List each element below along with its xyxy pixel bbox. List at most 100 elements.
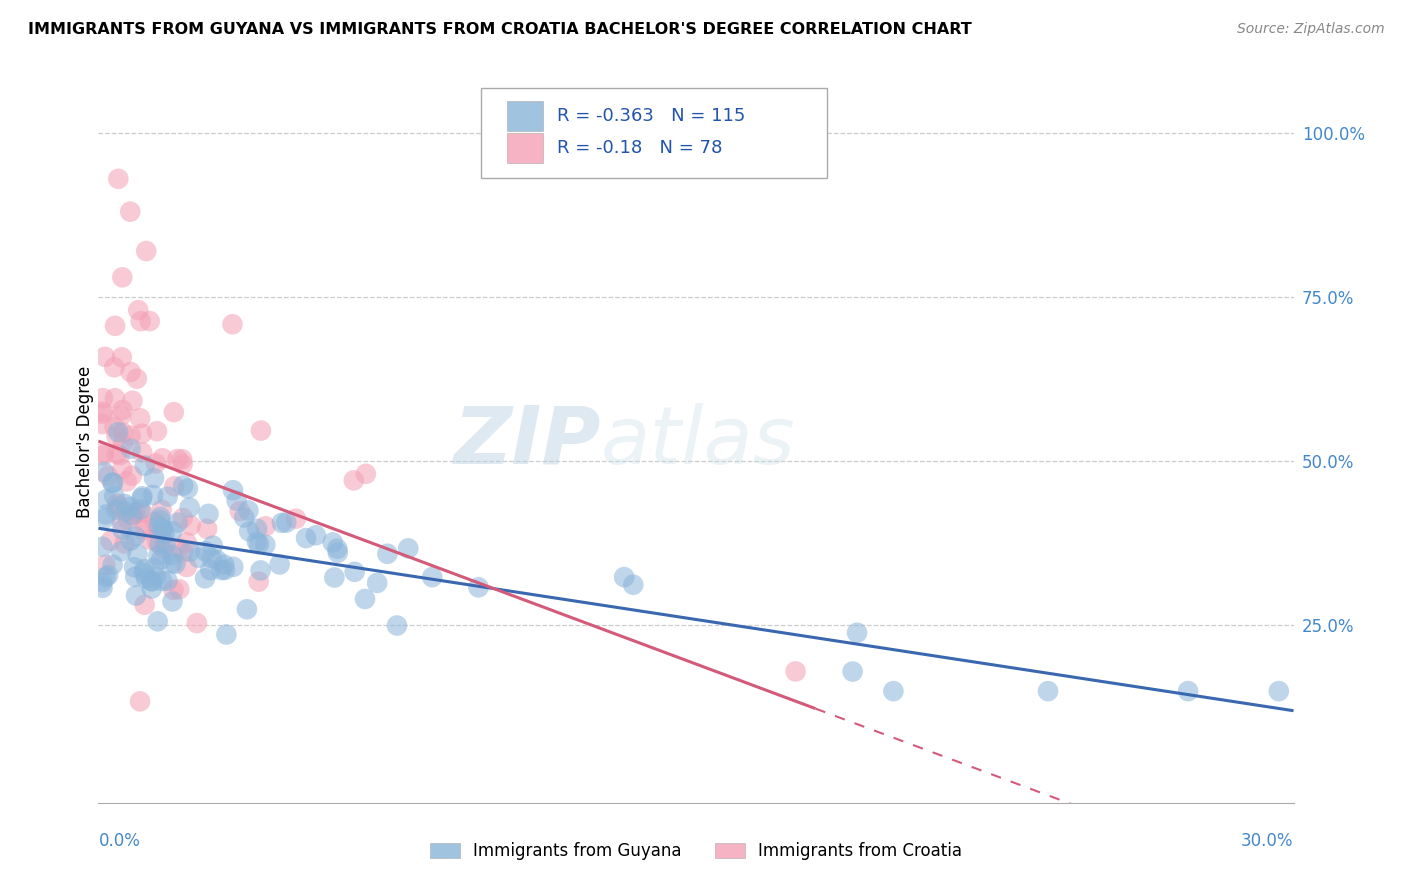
Point xyxy=(129,314,152,328)
Point xyxy=(155,537,177,551)
Point xyxy=(377,547,399,561)
Point xyxy=(150,552,173,566)
Point xyxy=(91,404,114,418)
Point xyxy=(114,504,136,518)
Point xyxy=(882,684,904,698)
Point xyxy=(366,576,388,591)
FancyBboxPatch shape xyxy=(508,133,543,163)
Point xyxy=(112,435,135,450)
Point xyxy=(343,474,366,488)
Point xyxy=(326,546,349,560)
Point xyxy=(152,522,174,536)
Text: 0.0%: 0.0% xyxy=(98,831,141,850)
Point xyxy=(142,488,165,502)
Point xyxy=(141,574,163,589)
Point xyxy=(110,544,132,558)
Point xyxy=(131,506,153,520)
Point xyxy=(160,548,183,562)
Point xyxy=(841,665,863,679)
Point xyxy=(141,582,163,596)
Point xyxy=(100,533,122,548)
Point xyxy=(131,445,153,459)
Point xyxy=(343,565,366,579)
Point xyxy=(141,574,163,588)
Point xyxy=(115,475,138,489)
Point xyxy=(621,578,644,592)
Point xyxy=(94,558,117,572)
Point xyxy=(246,534,269,549)
Point xyxy=(101,475,124,490)
Point xyxy=(172,511,194,525)
Point xyxy=(163,405,186,419)
Point xyxy=(221,318,243,332)
Point xyxy=(150,502,173,516)
Point xyxy=(125,505,148,519)
Point xyxy=(103,420,125,434)
Point xyxy=(121,508,143,522)
Text: IMMIGRANTS FROM GUYANA VS IMMIGRANTS FROM CROATIA BACHELOR'S DEGREE CORRELATION : IMMIGRANTS FROM GUYANA VS IMMIGRANTS FRO… xyxy=(28,22,972,37)
Point xyxy=(118,500,141,514)
Point xyxy=(135,519,157,533)
Point xyxy=(101,475,124,490)
Point xyxy=(121,393,143,408)
Point xyxy=(93,449,115,463)
FancyBboxPatch shape xyxy=(481,87,828,178)
Point xyxy=(166,452,188,467)
Point xyxy=(148,519,170,533)
Point xyxy=(94,511,117,525)
Point xyxy=(107,425,129,439)
Point xyxy=(247,537,270,551)
Point xyxy=(236,602,259,616)
Point xyxy=(172,478,194,492)
Point xyxy=(205,553,228,567)
Point xyxy=(111,523,134,537)
Point xyxy=(354,467,377,481)
Point xyxy=(105,503,128,517)
Point xyxy=(146,534,169,549)
Point xyxy=(91,575,114,590)
Point xyxy=(785,665,807,679)
Point xyxy=(153,527,176,541)
Text: atlas: atlas xyxy=(600,402,796,481)
Point xyxy=(138,314,160,328)
Point xyxy=(295,531,318,545)
Point xyxy=(120,204,142,219)
Point xyxy=(131,491,153,506)
Point xyxy=(195,522,218,536)
Point xyxy=(201,551,224,566)
Point xyxy=(180,518,202,533)
Point xyxy=(129,502,152,516)
Point xyxy=(131,489,153,503)
Point xyxy=(172,457,194,471)
Point xyxy=(129,411,152,425)
Point xyxy=(200,563,222,577)
Point xyxy=(177,482,200,496)
Point xyxy=(250,424,273,438)
Point xyxy=(91,417,114,431)
Point xyxy=(167,541,190,556)
Point xyxy=(385,618,408,632)
Point xyxy=(122,508,145,523)
Point xyxy=(172,452,194,467)
Point xyxy=(139,533,162,547)
Point xyxy=(225,493,247,508)
Point xyxy=(94,570,117,584)
Point xyxy=(132,523,155,537)
Point xyxy=(110,409,132,423)
Point xyxy=(146,424,169,438)
Point xyxy=(145,456,167,470)
Point xyxy=(197,507,219,521)
Point xyxy=(121,468,143,483)
Point xyxy=(1036,684,1059,698)
Text: Source: ZipAtlas.com: Source: ZipAtlas.com xyxy=(1237,22,1385,37)
Point xyxy=(120,533,142,548)
Point xyxy=(114,497,136,511)
Point xyxy=(420,570,443,584)
Point xyxy=(163,479,186,493)
Point xyxy=(846,625,869,640)
Point xyxy=(160,524,183,538)
Point xyxy=(354,592,377,607)
Point xyxy=(212,558,235,572)
Point xyxy=(149,510,172,524)
Point xyxy=(125,372,148,386)
